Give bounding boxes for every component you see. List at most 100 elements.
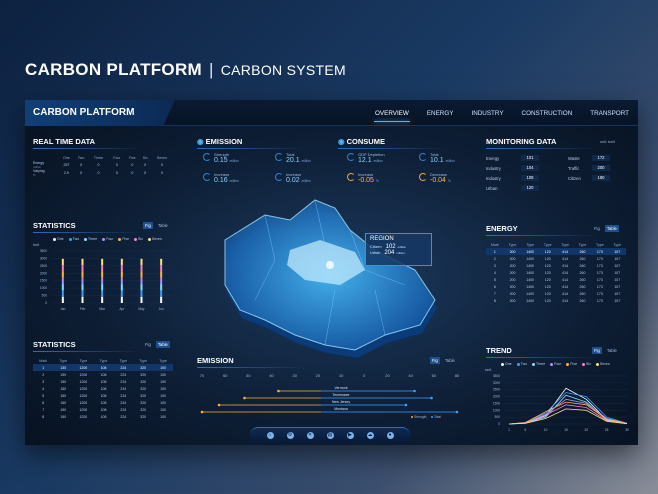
settings-icon[interactable]: ⚙ <box>286 432 294 439</box>
stats2-cell: 320 <box>140 386 147 391</box>
toggle-table[interactable]: Table <box>157 223 168 228</box>
legend-item[interactable]: Seven <box>595 362 610 366</box>
energy-header: Type <box>526 242 534 247</box>
nav-tab-construction[interactable]: CONSTRUCTION <box>521 110 573 117</box>
energy-cell: 1400 <box>526 277 534 282</box>
trend-toggle[interactable]: Fig Table <box>592 347 619 354</box>
bar-segment <box>140 258 143 266</box>
nav-tab-transport[interactable]: TRANSPORT <box>590 110 629 117</box>
gauge-icon <box>203 173 211 181</box>
table-row[interactable]: 1 200 1400 120 414 260 173 107 <box>486 248 626 255</box>
bar-segment <box>101 296 104 303</box>
y-tick-label: 2500 <box>493 388 500 392</box>
toggle-table[interactable]: Table <box>444 358 455 363</box>
toggle-fig[interactable]: Fig <box>145 342 151 347</box>
page-header: CARBON PLATFORM | CARBON SYSTEM <box>25 60 346 80</box>
home-icon[interactable]: ⌂ <box>266 432 274 439</box>
stats2-cell: 2 <box>42 372 45 377</box>
energy-toggle[interactable]: Fig Table <box>592 225 619 232</box>
legend-item[interactable]: Three <box>532 362 545 366</box>
table-row[interactable]: 7 200 1400 120 414 260 173 107 <box>486 290 626 297</box>
toggle-fig[interactable]: Fig <box>594 226 600 231</box>
legend-item[interactable]: Two <box>68 237 79 241</box>
legend-item[interactable]: Three <box>84 237 97 241</box>
table-row[interactable]: 3 200 1400 120 414 260 173 107 <box>486 262 626 269</box>
statistics-table-toggle[interactable]: Fig Table <box>143 341 170 348</box>
metric-value: 12.1 million <box>358 157 385 164</box>
legend-item[interactable]: Five <box>566 362 577 366</box>
toggle-table[interactable]: Table <box>606 348 617 353</box>
metric-emission: Total 20.1 million <box>286 152 311 164</box>
legend-item[interactable]: One <box>53 237 64 241</box>
table-row[interactable]: 8 150 1200 108 224 320 100 <box>33 413 173 420</box>
energy-cell: 120 <box>544 284 551 289</box>
stats2-header: Type <box>99 358 108 363</box>
nav-tab-overview[interactable]: OVERVIEW <box>366 100 418 126</box>
stats2-cell: 224 <box>120 379 127 384</box>
stats2-cell: 108 <box>100 386 107 391</box>
toggle-fig[interactable]: Fig <box>430 357 440 364</box>
metric-number: 20.1 <box>286 157 300 164</box>
table-row[interactable]: 7 150 1200 108 224 320 100 <box>33 406 173 413</box>
region-popup[interactable]: REGION Citizen 102 million Urban 204 million <box>365 233 432 266</box>
table-row[interactable]: 4 150 1200 108 224 320 100 <box>33 385 173 392</box>
legend-item[interactable]: Two <box>516 362 527 366</box>
stats2-cell: 108 <box>100 407 107 412</box>
media-icon[interactable]: ▶ <box>346 432 354 439</box>
bar-segment <box>61 290 64 297</box>
energy-header: Type <box>508 242 517 247</box>
metric-emission: Strength 0.15 million <box>214 152 239 164</box>
legend-item[interactable]: Six <box>134 237 143 241</box>
table-row[interactable]: 3 150 1200 108 224 320 100 <box>33 378 173 385</box>
stats2-cell: 130 <box>53 364 74 371</box>
gauge-icon <box>419 173 427 181</box>
toggle-fig[interactable]: Fig <box>143 222 153 229</box>
table-row[interactable]: 1 130 1200 108 224 320 100 <box>33 364 173 371</box>
users-icon[interactable]: ● <box>386 432 394 439</box>
x-tick-label: 25 <box>605 428 609 432</box>
table-row[interactable]: 2 200 1400 120 414 260 173 107 <box>486 255 626 262</box>
energy-cell: 260 <box>573 248 592 255</box>
table-row[interactable]: 6 200 1400 120 414 260 173 107 <box>486 283 626 290</box>
table-row[interactable]: 5 200 1400 120 414 260 173 107 <box>486 276 626 283</box>
legend-item[interactable]: One <box>501 362 512 366</box>
energy-cell: 107 <box>614 263 621 268</box>
toggle-table[interactable]: Table <box>155 341 170 348</box>
cloud-icon[interactable]: ☁ <box>366 432 374 439</box>
energy-cell: 260 <box>579 291 586 296</box>
y-tick-label: 2000 <box>40 271 47 275</box>
toggle-fig[interactable]: Fig <box>592 347 602 354</box>
metric-label: Total <box>430 152 439 157</box>
legend-item[interactable]: Four <box>550 362 561 366</box>
table-row[interactable]: 6 150 1200 108 224 320 100 <box>33 399 173 406</box>
monitoring-label: Citizen <box>568 176 581 181</box>
brand-title: CARBON PLATFORM <box>25 100 175 126</box>
legend-item[interactable]: Seven <box>147 237 162 241</box>
legend-item[interactable]: Five <box>118 237 129 241</box>
metric-number: -0.04 <box>430 177 446 184</box>
nav-tab-energy[interactable]: ENERGY <box>426 110 454 117</box>
close-icon[interactable]: ✕ <box>306 432 314 439</box>
x-tick-label: May <box>138 307 144 311</box>
legend-item[interactable]: Six <box>582 362 591 366</box>
total-dot <box>413 389 416 393</box>
document-icon[interactable]: ▤ <box>326 432 334 439</box>
map-borders <box>254 199 406 346</box>
table-row[interactable]: 5 150 1200 108 224 320 100 <box>33 392 173 399</box>
metric-unit: million <box>445 159 455 163</box>
total-dot <box>404 403 408 407</box>
statistics-chart-toggle[interactable]: Fig Table <box>143 222 170 229</box>
y-tick-label: 3500 <box>493 374 500 378</box>
nav-tab-industry[interactable]: INDUSTRY <box>471 110 504 117</box>
energy-cell: 173 <box>596 256 603 261</box>
x-tick-label: 50 <box>246 373 251 378</box>
emission-chart-toggle[interactable]: Fig Table <box>430 357 457 364</box>
metric-consume: Decrease -0.04% <box>430 172 451 184</box>
table-row[interactable]: 2 150 1200 108 224 320 100 <box>33 371 173 378</box>
toggle-table[interactable]: Table <box>604 225 619 232</box>
table-row[interactable]: 4 200 1400 120 414 260 173 107 <box>486 269 626 276</box>
table-row[interactable]: 8 200 1400 120 414 260 173 107 <box>486 297 626 304</box>
legend-item[interactable]: Four <box>102 237 113 241</box>
energy-cell: 107 <box>614 277 621 282</box>
bar-segment <box>160 296 163 303</box>
